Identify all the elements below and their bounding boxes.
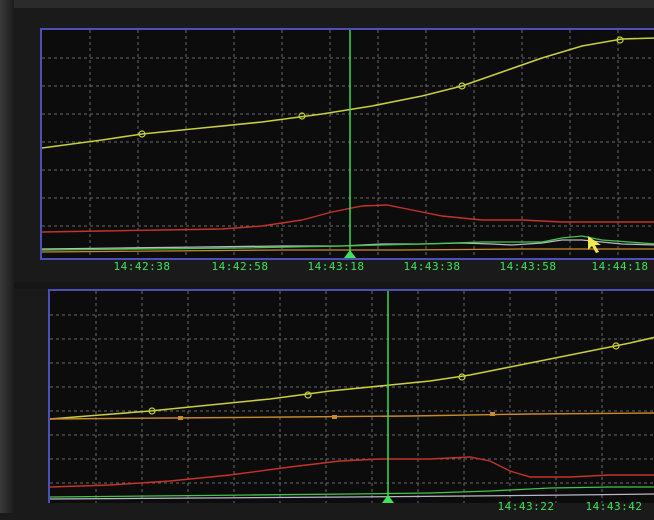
time-tick: 14:43:58 xyxy=(499,260,557,273)
trace-yellow-top xyxy=(42,37,654,149)
time-axis-top: 14:42:38 14:42:58 14:43:18 14:43:38 14:4… xyxy=(0,260,654,280)
trace-orange-top xyxy=(42,248,654,253)
trace-orange-bottom-markers xyxy=(178,412,495,420)
grid-top xyxy=(42,30,654,258)
time-cursor-top-marker[interactable] xyxy=(344,250,356,258)
time-axis-bottom: 14:43:22 14:43:42 xyxy=(0,500,654,520)
trace-red-bottom xyxy=(50,456,654,488)
monitor-bezel-top xyxy=(0,0,654,8)
trace-red-top xyxy=(42,204,654,233)
trace-yellow-top-markers xyxy=(138,36,624,138)
time-tick: 14:43:18 xyxy=(307,260,365,273)
trace-orange-bottom xyxy=(50,412,654,420)
panel-divider xyxy=(14,282,654,289)
trace-yellow-bottom-markers xyxy=(148,342,620,415)
time-cursor-bottom-marker[interactable] xyxy=(382,495,394,503)
trace-white-top xyxy=(42,239,654,250)
grid-bottom xyxy=(50,291,654,503)
trend-plot-top[interactable] xyxy=(42,30,654,258)
trace-yellow-bottom xyxy=(50,336,654,420)
trace-green-bottom xyxy=(50,486,654,498)
time-tick: 14:43:42 xyxy=(585,500,643,513)
trend-panel-top[interactable] xyxy=(40,28,654,260)
mouse-pointer-icon xyxy=(588,236,601,253)
trend-plot-bottom[interactable] xyxy=(50,291,654,503)
time-tick: 14:42:38 xyxy=(113,260,171,273)
trend-panel-bottom[interactable] xyxy=(48,289,654,503)
monitor-bezel-left xyxy=(0,0,14,513)
trace-white-bottom xyxy=(50,493,654,500)
time-tick: 14:43:22 xyxy=(497,500,555,513)
time-tick: 14:44:18 xyxy=(591,260,649,273)
time-tick: 14:42:58 xyxy=(211,260,269,273)
time-tick: 14:43:38 xyxy=(403,260,461,273)
